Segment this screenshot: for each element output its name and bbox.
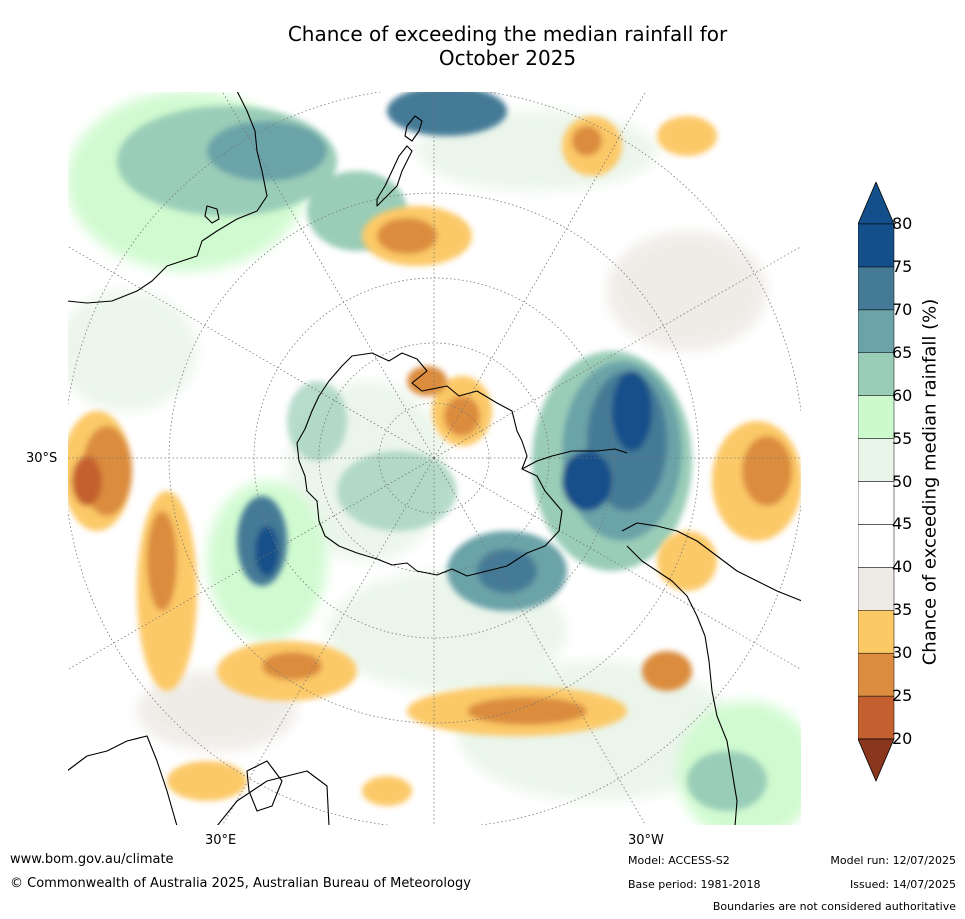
longitude-label-30w: 30°W: [628, 833, 664, 848]
dry-regions: [67, 116, 802, 806]
colorbar-segment-75: [857, 223, 895, 268]
new-zealand-south-coastline: [376, 145, 413, 207]
coastlines: [67, 91, 802, 826]
colorbar-tick-40: 40: [892, 557, 913, 577]
colorbar-tick-60: 60: [892, 385, 913, 405]
footer-model-run: Model run: 12/07/2025: [830, 854, 956, 867]
colorbar-segment-55: [857, 395, 895, 439]
colorbar-tick-20: 20: [892, 729, 913, 748]
colorbar-segment-35: [857, 567, 895, 611]
colorbar-tick-50: 50: [892, 471, 913, 491]
footer-issued: Issued: 14/07/2025: [849, 878, 956, 891]
colorbar-segment-60: [857, 352, 895, 396]
colorbar-tick-35: 35: [892, 600, 913, 620]
south-america-coastline: [621, 522, 802, 602]
colorbar-svg: [857, 180, 895, 783]
colorbar-segment-40: [857, 524, 895, 568]
colorbar-tick-80: 80: [892, 214, 913, 233]
colorbar-segment-50: [857, 438, 895, 482]
colorbar-segment-30: [857, 610, 895, 654]
colorbar-segment-70: [857, 266, 895, 311]
title-line-1: Chance of exceeding the median rainfall …: [287, 22, 728, 46]
longitude-label-30e: 30°E: [205, 833, 237, 848]
footer-base-period: Base period: 1981-2018: [628, 878, 761, 891]
map-canvas: [67, 91, 802, 826]
footer-url[interactable]: www.bom.gov.au/climate: [10, 852, 174, 867]
rainfall-probability-map: [67, 91, 802, 826]
colorbar-label: Chance of exceeding median rainfall (%): [919, 298, 941, 666]
footer-model: Model: ACCESS-S2: [628, 854, 730, 867]
colorbar-over-triangle: [857, 180, 895, 225]
footer-disclaimer: Boundaries are not considered authoritat…: [712, 900, 956, 913]
colorbar-tick-55: 55: [892, 428, 913, 448]
colorbar-tick-30: 30: [892, 643, 913, 663]
colorbar-tick-65: 65: [892, 342, 913, 362]
new-zealand-north-coastline: [404, 115, 423, 142]
colorbar: [857, 180, 898, 783]
colorbar-under-triangle: [857, 738, 895, 783]
wet-regions: [117, 91, 767, 811]
colorbar-segment-25: [857, 652, 895, 697]
africa-southeast-coastline: [216, 770, 330, 826]
colorbar-segment-65: [857, 309, 895, 354]
australia-coastline: [67, 91, 268, 304]
title-line-2: October 2025: [438, 46, 577, 70]
colorbar-tick-75: 75: [892, 256, 913, 276]
colorbar-segment-45: [857, 481, 895, 525]
antarctic-peninsula-coastline: [521, 448, 628, 470]
colorbar-tick-25: 25: [892, 686, 913, 706]
latitude-label-30s: 30°S: [26, 451, 58, 466]
colorbar-tick-70: 70: [892, 299, 913, 319]
colorbar-tick-45: 45: [892, 514, 913, 534]
south-america-east-coastline: [626, 545, 738, 826]
tasmania-coastline: [204, 205, 220, 224]
africa-coastline: [67, 735, 178, 826]
colorbar-segment-20: [857, 695, 895, 740]
madagascar-coastline: [246, 760, 283, 812]
colorbar-segments: [857, 223, 895, 740]
antarctica-coastline: [296, 352, 563, 577]
footer-copyright: © Commonwealth of Australia 2025, Austra…: [10, 876, 471, 891]
map-title: Chance of exceeding the median rainfall …: [150, 22, 865, 70]
